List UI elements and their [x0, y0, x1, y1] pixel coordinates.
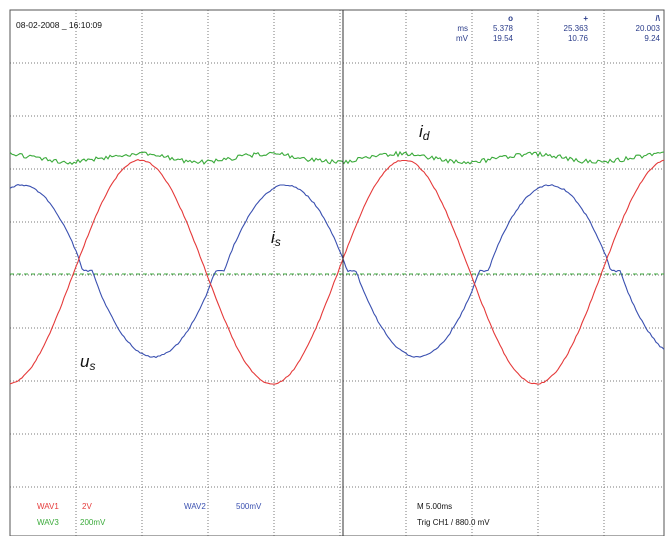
unit-mv: mV [456, 34, 468, 43]
ch1-scale: 2V [82, 502, 92, 511]
graticule-grid [9, 9, 665, 536]
cursor-delta-marker: /\ [655, 14, 660, 23]
cursor-o-voltage: 19.54 [492, 34, 513, 43]
cursor-delta-time: 20.003 [635, 24, 660, 33]
grid-frame [9, 9, 665, 536]
ch2-scale: 500mV [236, 502, 262, 511]
trace-is-blue [9, 184, 665, 359]
cursor-o-time: 5.378 [492, 24, 513, 33]
cursor-delta-column: /\ 20.003 9.24 [600, 14, 660, 44]
ch3-scale: 200mV [80, 518, 106, 527]
ch1-name: WAV1 [37, 502, 59, 511]
cursor-plus-time: 25.363 [563, 24, 588, 33]
label-is: is [271, 228, 281, 249]
cursor-plus-column: + 25.363 10.76 [528, 14, 588, 44]
ch2-name: WAV2 [184, 502, 206, 511]
label-id: id [419, 122, 430, 143]
cursor-units: ms mV [408, 24, 468, 44]
trace-id-green [9, 150, 665, 165]
trace-us-red [9, 158, 665, 385]
cursor-o-marker: o [508, 14, 513, 23]
cursor-o-column: o 5.378 19.54 [453, 14, 513, 44]
unit-ms: ms [457, 24, 468, 33]
label-us: us [80, 352, 96, 373]
cursor-plus-voltage: 10.76 [567, 34, 588, 43]
datetime-stamp: 08-02-2008 _ 16:10:09 [16, 20, 103, 30]
timebase-readout: M 5.00ms [417, 502, 453, 511]
ch3-name: WAV3 [37, 518, 59, 527]
trigger-readout: Trig CH1 / 880.0 mV [417, 518, 490, 527]
cursor-delta-voltage: 9.24 [644, 34, 660, 43]
cursor-plus-marker: + [583, 14, 588, 23]
